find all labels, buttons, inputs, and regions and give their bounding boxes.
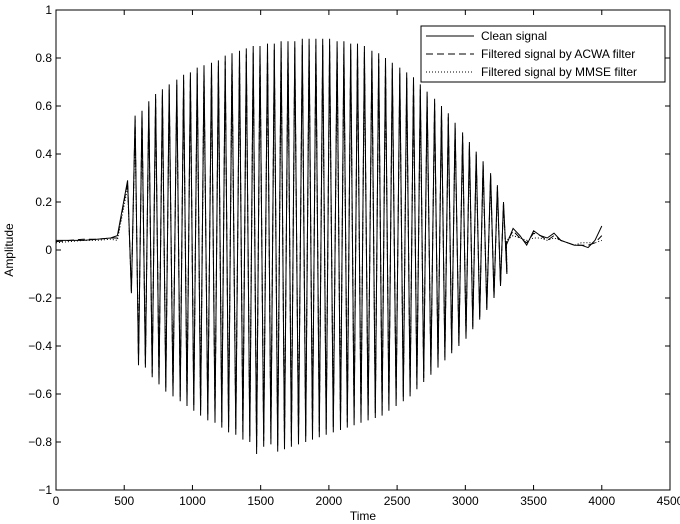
series-line-clean bbox=[56, 38, 603, 455]
x-tick-label: 3500 bbox=[520, 494, 547, 508]
x-tick-label: 500 bbox=[114, 494, 134, 508]
y-tick-label: −0.8 bbox=[28, 435, 52, 449]
legend-label-clean: Clean signal bbox=[481, 29, 547, 43]
y-tick-label: 0.4 bbox=[35, 147, 52, 161]
y-tick-label: 0.2 bbox=[35, 195, 52, 209]
y-tick-label: 0 bbox=[45, 243, 52, 257]
y-tick-label: −0.2 bbox=[28, 291, 52, 305]
x-tick-label: 2000 bbox=[316, 494, 343, 508]
x-tick-label: 2500 bbox=[384, 494, 411, 508]
x-tick-label: 1000 bbox=[179, 494, 206, 508]
x-tick-label: 4500 bbox=[657, 494, 680, 508]
legend: Clean signal Filtered signal by ACWA fil… bbox=[420, 25, 666, 83]
x-axis-label: Time bbox=[350, 509, 377, 523]
x-tick-label: 3000 bbox=[452, 494, 479, 508]
y-tick-label: 0.6 bbox=[35, 99, 52, 113]
y-axis-label: Amplitude bbox=[2, 223, 16, 277]
y-tick-label: −0.6 bbox=[28, 387, 52, 401]
y-tick-label: 1 bbox=[45, 3, 52, 17]
x-axis-ticks: 0 500 1000 1500 2000 2500 3000 3500 4000 4500 bbox=[53, 10, 680, 508]
y-tick-label: 0.8 bbox=[35, 51, 52, 65]
legend-label-acwa: Filtered signal by ACWA filter bbox=[481, 47, 635, 61]
x-tick-label: 4000 bbox=[588, 494, 615, 508]
series-layer bbox=[55, 38, 603, 455]
y-tick-label: −1 bbox=[38, 483, 52, 497]
x-tick-label: 1500 bbox=[247, 494, 274, 508]
y-tick-label: −0.4 bbox=[28, 339, 52, 353]
x-tick-label: 0 bbox=[53, 494, 60, 508]
legend-label-mmse: Filtered signal by MMSE filter bbox=[481, 65, 637, 79]
y-axis-ticks: −1 −0.8 −0.6 −0.4 −0.2 0 0.2 0.4 0.6 0.8 1 bbox=[28, 3, 670, 497]
